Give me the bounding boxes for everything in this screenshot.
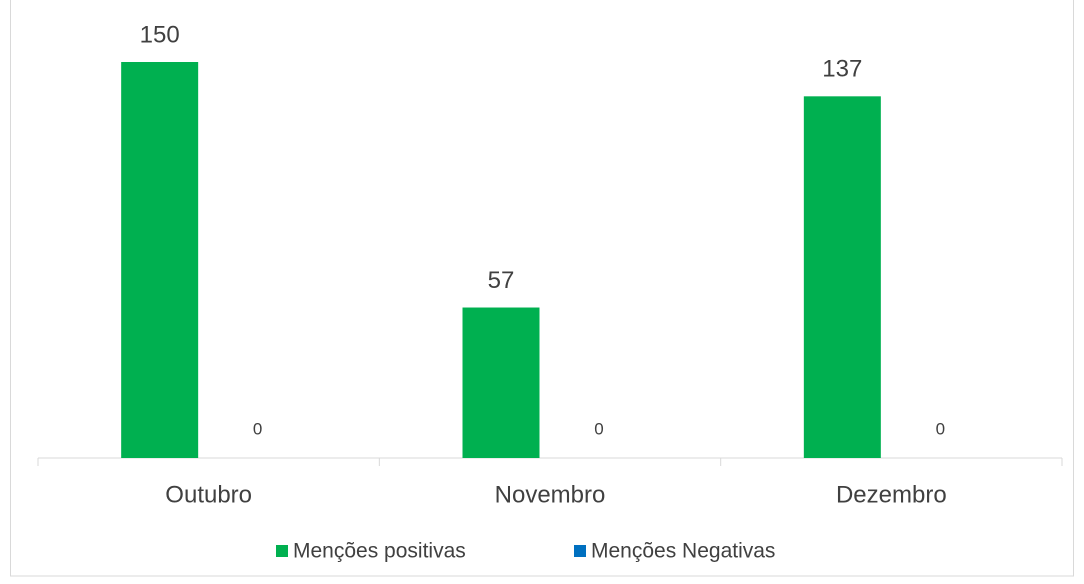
legend-swatch <box>574 545 586 557</box>
x-tick-label: Outubro <box>165 481 252 508</box>
legend-label: Menções positivas <box>293 540 466 563</box>
x-tick-label: Dezembro <box>836 481 947 508</box>
legend-swatch <box>276 545 288 557</box>
x-tick-label: Novembro <box>495 481 606 508</box>
data-label: 137 <box>822 56 862 83</box>
data-label: 0 <box>253 419 262 438</box>
data-label: 0 <box>936 419 945 438</box>
bar <box>462 307 540 458</box>
bar <box>803 96 881 458</box>
data-label: 57 <box>488 267 515 294</box>
legend-label: Menções Negativas <box>591 540 775 563</box>
data-label: 0 <box>594 419 603 438</box>
data-label: 150 <box>140 21 180 48</box>
bar <box>121 62 199 458</box>
